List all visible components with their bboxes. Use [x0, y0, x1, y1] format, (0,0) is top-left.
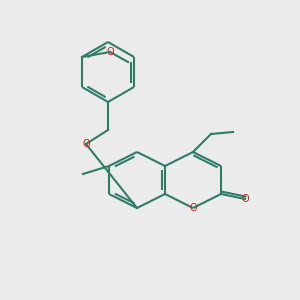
Text: O: O: [106, 47, 114, 57]
Text: O: O: [82, 139, 90, 149]
Text: O: O: [189, 203, 197, 213]
Text: O: O: [241, 194, 249, 204]
